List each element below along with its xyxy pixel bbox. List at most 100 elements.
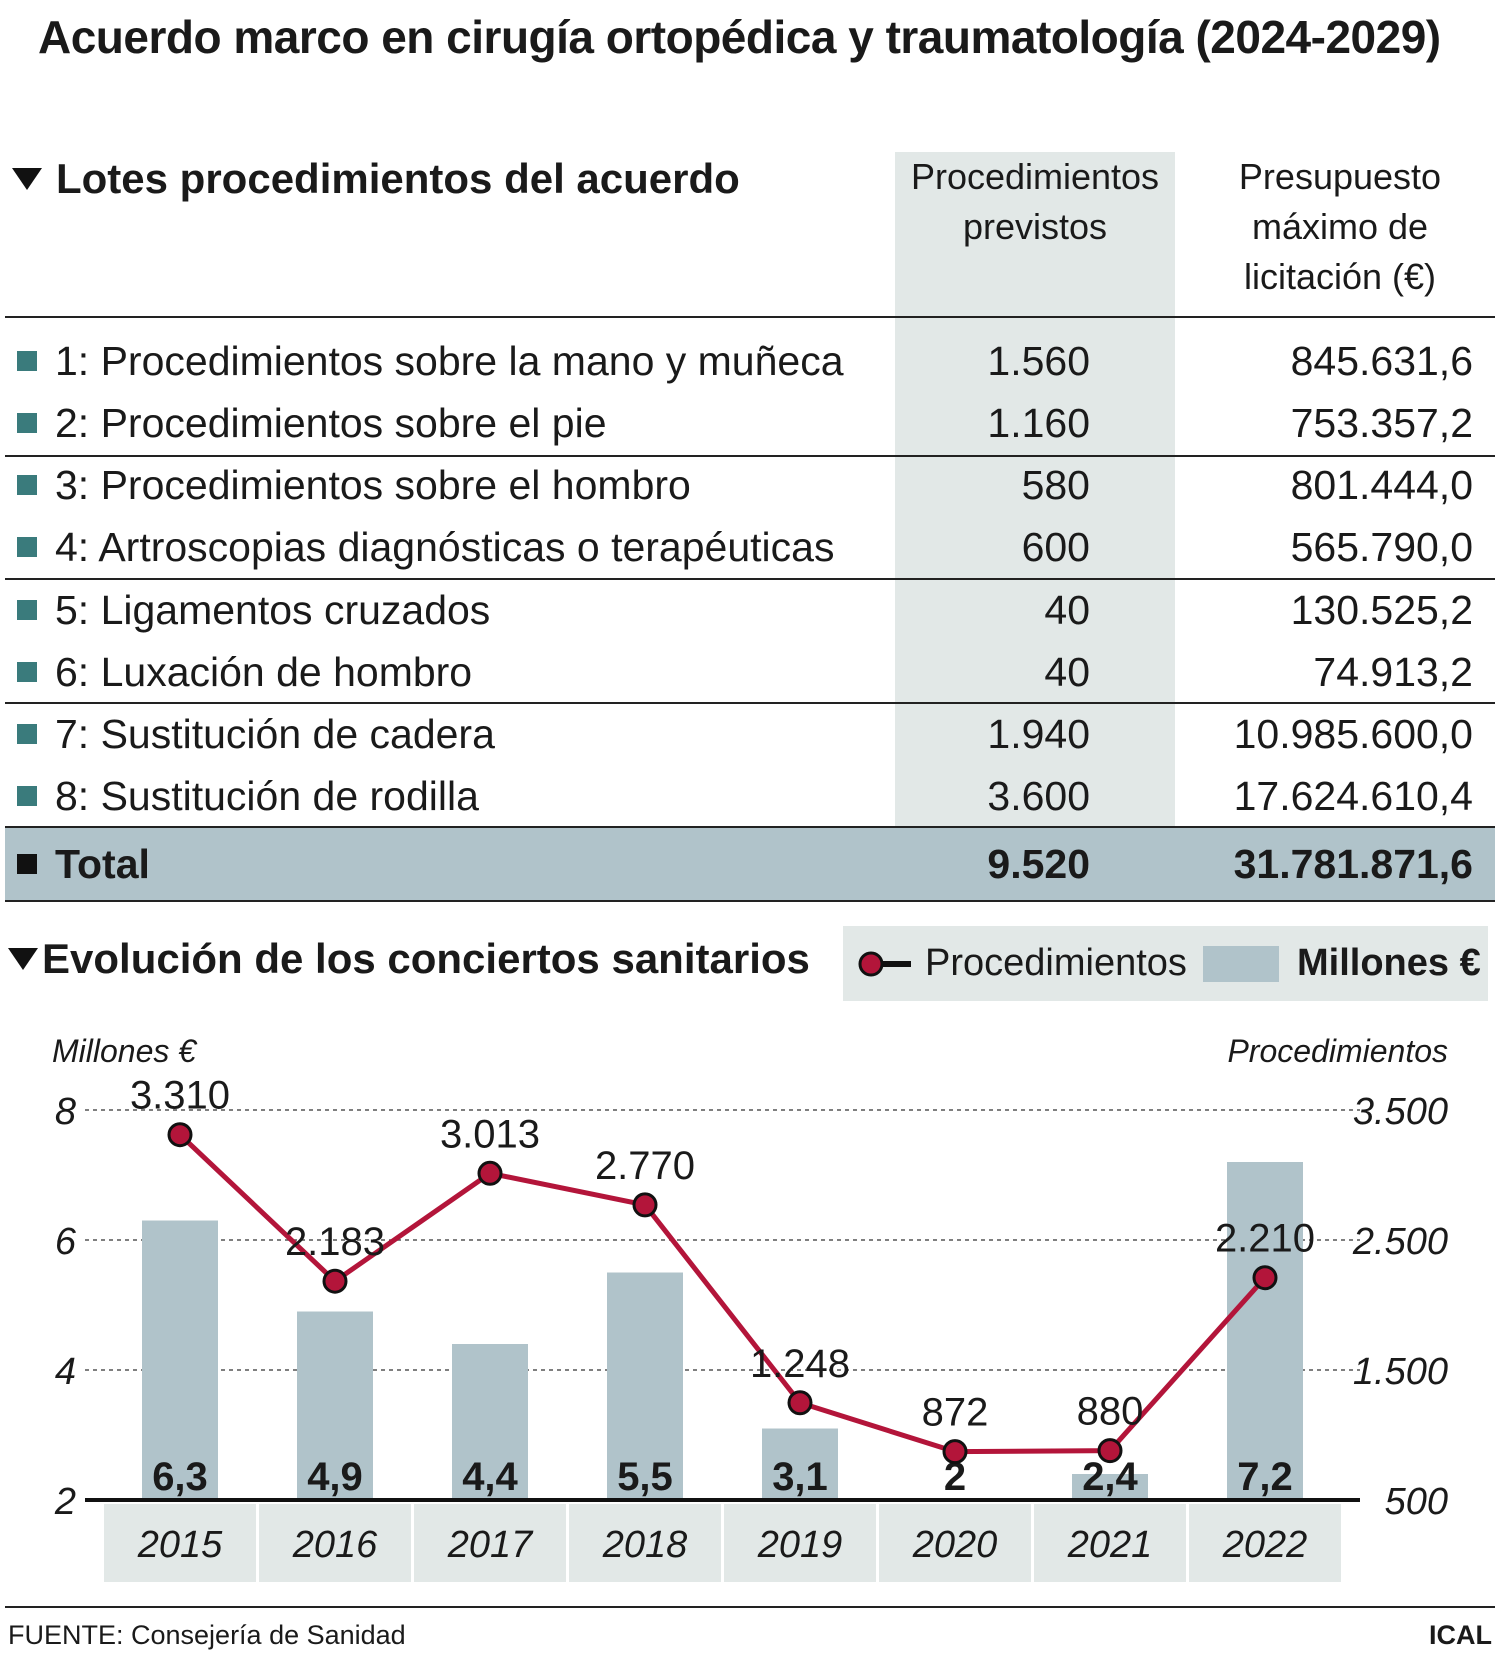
row-label: 6: Luxación de hombro <box>55 648 473 695</box>
bar <box>607 1272 683 1500</box>
row-budget: 10.985.600,0 <box>1233 710 1473 757</box>
square-marker-icon <box>17 351 37 371</box>
legend-bar-label: Millones € <box>1297 942 1481 984</box>
y-left-tick-label: 8 <box>55 1091 76 1133</box>
legend-line-label: Procedimientos <box>925 942 1187 984</box>
bar-value-label: 3,1 <box>772 1455 828 1499</box>
square-marker-icon <box>17 786 37 806</box>
total-procedures: 9.520 <box>987 840 1090 887</box>
row-label: 7: Sustitución de cadera <box>55 710 495 757</box>
bar <box>452 1344 528 1500</box>
line-value-label: 880 <box>1077 1390 1144 1434</box>
bar-swatch-icon <box>1203 945 1279 982</box>
table-row: 7: Sustitución de cadera 1.940 10.985.60… <box>5 703 1495 765</box>
row-label: 3: Procedimientos sobre el hombro <box>55 461 691 508</box>
source-note: FUENTE: Consejería de Sanidad <box>8 1620 406 1650</box>
line-point <box>787 1390 813 1416</box>
total-row-background <box>5 828 1495 900</box>
bar <box>1227 1162 1303 1500</box>
table-heading-text: Lotes procedimientos del acuerdo <box>56 155 740 202</box>
bar <box>142 1220 218 1500</box>
y-right-axis-title: Procedimientos <box>1227 1033 1448 1069</box>
y-right-tick-label: 3.500 <box>1353 1091 1448 1133</box>
combo-chart: Millones € Procedimientos 2 4 6 8 500 1.500 2.50… <box>52 1033 1448 1582</box>
x-tick-label: 2017 <box>447 1524 534 1566</box>
line-value-label: 3.310 <box>130 1074 230 1118</box>
line-value-label: 3.013 <box>440 1112 540 1156</box>
line-value-label: 2.210 <box>1215 1217 1315 1261</box>
procedures-line <box>178 1132 1267 1455</box>
row-procedures: 580 <box>1021 461 1090 508</box>
y-right-tick-label: 2.500 <box>1352 1221 1448 1263</box>
row-procedures: 1.160 <box>987 399 1090 446</box>
row-budget: 753.357,2 <box>1290 399 1473 446</box>
line-point <box>477 1160 503 1186</box>
row-label: 5: Ligamentos cruzados <box>55 586 491 633</box>
table-row: 3: Procedimientos sobre el hombro 580 80… <box>5 454 1495 516</box>
chart-heading-text: Evolución de los conciertos sanitarios <box>42 935 810 982</box>
bar-value-label: 4,9 <box>307 1455 363 1499</box>
row-procedures: 1.560 <box>987 337 1090 384</box>
x-tick-label: 2016 <box>292 1524 378 1566</box>
line-point <box>942 1439 968 1465</box>
table-rule <box>5 900 1495 902</box>
line-value-label: 2.770 <box>595 1144 695 1188</box>
y-left-tick-label: 4 <box>55 1351 76 1393</box>
table-heading: Lotes procedimientos del acuerdo <box>12 155 740 203</box>
procedures-column-background <box>895 152 1175 826</box>
x-category-cell <box>1034 1504 1186 1582</box>
square-marker-icon <box>17 475 37 495</box>
line-point <box>1252 1265 1278 1291</box>
x-category-cell <box>569 1504 721 1582</box>
row-procedures: 600 <box>1021 523 1090 570</box>
square-marker-icon <box>17 537 37 557</box>
line-value-label: 872 <box>922 1391 989 1435</box>
procedures-header-line: Procedimientos <box>910 156 1160 197</box>
procedures-column-header: Procedimientos previstos <box>895 152 1175 252</box>
bar-value-label: 7,2 <box>1237 1455 1293 1499</box>
chart-heading: Evolución de los conciertos sanitarios <box>8 935 810 983</box>
row-budget: 17.624.610,4 <box>1233 772 1473 819</box>
procedures-header-line: previstos <box>962 206 1108 247</box>
total-label: Total <box>55 840 150 887</box>
y-left-axis-title: Millones € <box>52 1033 198 1069</box>
bar-value-label: 6,3 <box>152 1455 208 1499</box>
row-procedures: 40 <box>1044 648 1090 695</box>
table-row: 1: Procedimientos sobre la mano y muñeca… <box>5 330 1495 392</box>
footer-rule <box>5 1606 1495 1608</box>
legend-line-item: Procedimientos <box>857 926 1187 1001</box>
x-tick-label: 2015 <box>137 1524 223 1566</box>
bar-value-label: 2 <box>944 1455 966 1499</box>
budget-header-line: Presupuesto <box>1238 156 1442 197</box>
y-right-tick-label: 1.500 <box>1353 1351 1448 1393</box>
table-rule <box>5 455 1495 457</box>
y-left-tick-label: 6 <box>55 1221 77 1263</box>
square-marker-icon <box>17 854 37 874</box>
row-budget: 130.525,2 <box>1290 586 1473 633</box>
square-marker-icon <box>17 724 37 744</box>
table-rule <box>5 826 1495 828</box>
table-row: 4: Artroscopias diagnósticas o terapéuti… <box>5 516 1495 578</box>
triangle-marker-icon <box>8 948 38 970</box>
table-rule <box>5 578 1495 580</box>
square-marker-icon <box>17 413 37 433</box>
legend-bar-item: Millones € <box>1203 926 1481 1001</box>
table-row: 6: Luxación de hombro 40 74.913,2 <box>5 641 1495 703</box>
bar <box>1072 1474 1148 1500</box>
row-procedures: 40 <box>1044 586 1090 633</box>
x-category-cell <box>414 1504 566 1582</box>
line-point <box>1097 1438 1123 1464</box>
line-point <box>322 1268 348 1294</box>
x-category-cell <box>879 1504 1031 1582</box>
triangle-marker-icon <box>12 168 42 190</box>
line-point <box>167 1122 193 1148</box>
table-row: 8: Sustitución de rodilla 3.600 17.624.6… <box>5 765 1495 827</box>
square-marker-icon <box>17 662 37 682</box>
x-category-cell <box>104 1504 256 1582</box>
row-procedures: 3.600 <box>987 772 1090 819</box>
x-tick-label: 2021 <box>1067 1524 1153 1566</box>
credit: ICAL <box>1429 1620 1492 1650</box>
row-label: 8: Sustitución de rodilla <box>55 772 479 819</box>
budget-header-line: máximo de <box>1251 206 1429 247</box>
line-value-label: 2.183 <box>285 1220 385 1264</box>
